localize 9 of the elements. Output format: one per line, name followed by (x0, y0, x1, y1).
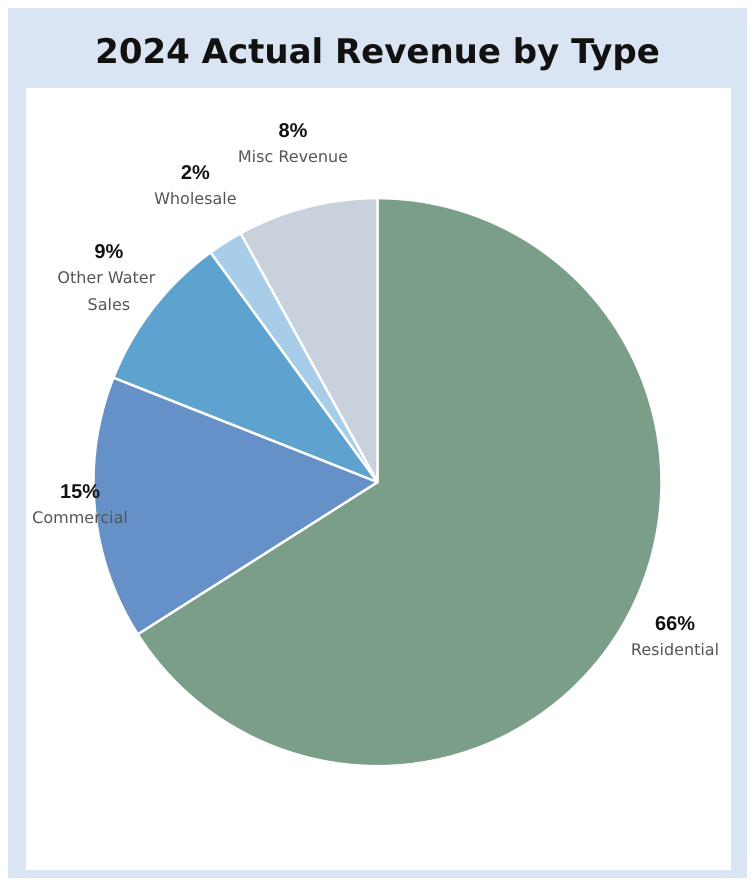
data-label: 9% (94, 240, 124, 263)
slice-label: Wholesale (154, 189, 237, 208)
chart-title: 2024 Actual Revenue by Type (95, 32, 660, 72)
slice-label: Residential (630, 640, 720, 659)
slice-label: Misc Revenue (238, 146, 348, 166)
data-label: 8% (278, 120, 308, 142)
slice-label: Other Water Sales (57, 268, 160, 314)
data-label: 66% (654, 612, 696, 635)
data-label: 2% (180, 162, 210, 184)
